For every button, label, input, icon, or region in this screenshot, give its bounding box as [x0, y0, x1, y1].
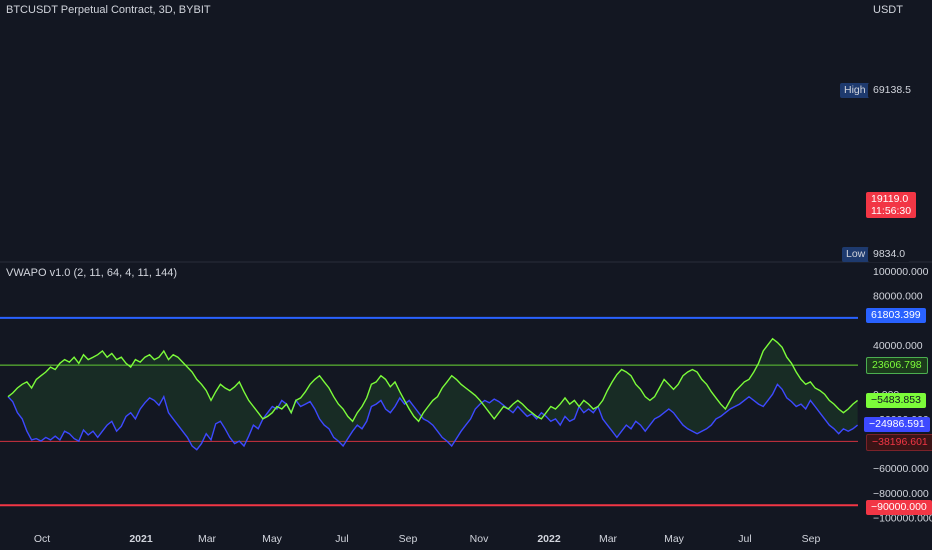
time-tick-label: May	[664, 533, 685, 545]
osc-red-level-badge: −38196.601	[866, 434, 932, 451]
time-tick-label: Sep	[802, 533, 821, 545]
grid-lines	[0, 261, 932, 263]
bar-countdown: 11:56:30	[871, 205, 912, 217]
time-tick-label: Nov	[470, 533, 489, 545]
osc-tick-label: 100000.000	[873, 266, 929, 278]
time-tick-label: 2022	[537, 533, 561, 545]
time-tick-label: Mar	[599, 533, 618, 545]
osc-tick-label: 40000.000	[873, 340, 923, 352]
time-tick-label: Mar	[198, 533, 217, 545]
oscillator-pane[interactable]	[0, 316, 859, 507]
osc-tick-label: 80000.000	[873, 290, 923, 302]
high-badge: High	[840, 83, 870, 98]
time-axis[interactable]: Oct 2021 Mar May Jul Sep Nov 2022 Mar May Jul Sep	[34, 533, 821, 545]
time-tick-label: Jul	[335, 533, 348, 545]
last-price-value: 19119.0	[871, 193, 909, 205]
osc-lower-level-badge: −90000.000	[866, 500, 932, 515]
low-label: Low	[846, 248, 866, 260]
indicator-title[interactable]: VWAPO v1.0 (2, 11, 64, 4, 11, 144)	[6, 267, 177, 279]
osc-tick-label: −80000.000	[873, 488, 929, 500]
last-price-badge: 19119.0 11:56:30	[866, 192, 917, 218]
symbol-title[interactable]: BTCUSDT Perpetual Contract, 3D, BYBIT	[6, 4, 211, 16]
high-label: High	[844, 84, 866, 96]
osc-green-value-badge: −5483.853	[866, 393, 926, 408]
osc-blue-value-badge: −24986.591	[864, 417, 930, 432]
low-value: 9834.0	[868, 247, 911, 262]
currency-label: USDT	[873, 4, 903, 16]
high-value: 69138.5	[868, 83, 916, 98]
osc-upper-level-badge: 61803.399	[866, 308, 926, 323]
osc-green-line[interactable]	[7, 337, 859, 423]
osc-tick-label: −100000.000	[873, 513, 932, 525]
low-badge: Low	[842, 247, 870, 262]
time-tick-label: Oct	[34, 533, 50, 545]
osc-blue-line[interactable]	[7, 383, 859, 451]
time-tick-label: 2021	[129, 533, 153, 545]
time-tick-label: May	[262, 533, 283, 545]
osc-green-level-badge: 23606.798	[866, 357, 928, 374]
time-tick-label: Sep	[399, 533, 418, 545]
osc-tick-label: −60000.000	[873, 463, 929, 475]
time-tick-label: Jul	[738, 533, 751, 545]
osc-fill-area	[8, 338, 858, 450]
